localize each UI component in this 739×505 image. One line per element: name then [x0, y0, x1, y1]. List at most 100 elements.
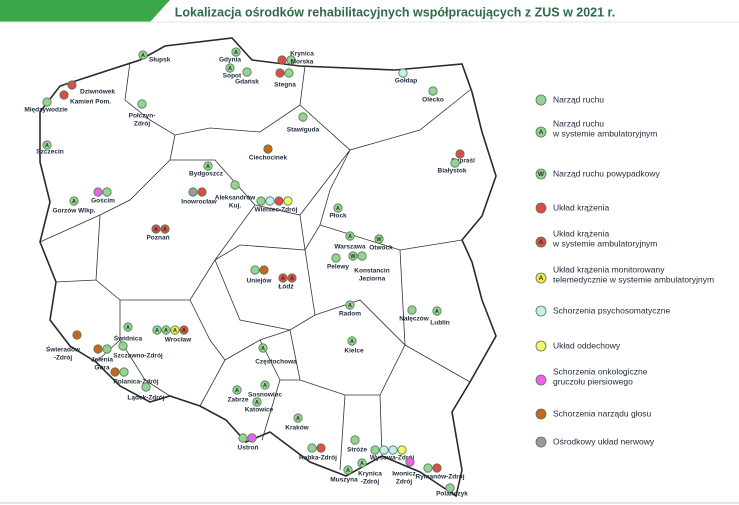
legend-label: w systemie ambulatoryjnym — [552, 128, 657, 138]
marker-letter: A — [360, 461, 364, 467]
legend-item: Schorzenia narządu głosu — [535, 408, 652, 420]
marker — [432, 463, 442, 473]
marker — [423, 463, 433, 473]
legend-label: Schorzenia psychosomatyczne — [553, 305, 670, 315]
marker — [388, 445, 398, 455]
center: Uniejów — [247, 265, 272, 285]
marker — [141, 382, 151, 392]
center: Połczyn-Zdrój — [129, 99, 155, 128]
marker — [238, 433, 248, 443]
marker — [225, 63, 235, 73]
center-label: Stróże — [347, 447, 367, 454]
center-label: Gościm — [91, 198, 115, 205]
center: A Częstochowa — [255, 343, 297, 366]
marker — [179, 325, 189, 335]
center: Lądek-Zdrój — [127, 382, 165, 402]
marker-letter: A — [348, 303, 352, 309]
marker — [252, 397, 262, 407]
center-label: Sopot — [223, 73, 242, 80]
center-label: Jelenia — [91, 357, 113, 364]
legend-item: Narząd ruchu — [535, 94, 604, 106]
marker — [535, 272, 547, 284]
marker — [397, 445, 407, 455]
marker-letter: W — [376, 237, 382, 243]
center-label: Płock — [329, 213, 347, 220]
marker-letter: A — [182, 328, 186, 334]
center-label: Szczawno-Zdrój — [113, 353, 163, 360]
center: Świeradów-Zdrój — [46, 330, 82, 362]
marker-letter: A — [539, 275, 544, 282]
center-label: Krynica — [358, 471, 382, 478]
marker — [123, 322, 133, 332]
center-label: Gorzów Wlkp. — [53, 208, 96, 215]
center-label: Nałęczów — [399, 316, 430, 323]
center-label: Góra — [94, 365, 110, 372]
marker-letter: A — [126, 325, 130, 331]
legend-label: Ośrodkowy układ nerwowy — [553, 436, 655, 446]
title: Lokalizacja ośrodków rehabilitacyjnych w… — [175, 5, 615, 19]
center: Polańczyk — [436, 483, 468, 498]
marker — [250, 265, 260, 275]
marker-letter: A — [206, 164, 210, 170]
center: Ustroń — [238, 433, 258, 452]
marker — [119, 367, 129, 377]
center: Białystok — [438, 158, 467, 175]
center-label: Rymanów-Zdrój — [415, 474, 464, 481]
marker — [277, 55, 287, 65]
marker-letter: A — [263, 383, 267, 389]
marker-letter: A — [281, 276, 285, 282]
marker — [260, 380, 270, 390]
marker-letter: W — [538, 171, 545, 178]
center-label: Polanica-Zdrój — [113, 379, 158, 386]
marker-letter: A — [261, 346, 265, 352]
legend-label: Schorzenia narządu głosu — [553, 408, 652, 418]
center: Wysowa-Zdrój — [370, 445, 414, 462]
marker-letter: A — [336, 206, 340, 212]
center-label: Wieniec-Zdrój — [255, 207, 298, 214]
marker — [265, 196, 275, 206]
center: Szczawno-Zdrój — [113, 341, 163, 360]
marker — [151, 224, 161, 234]
marker — [370, 445, 380, 455]
marker — [357, 251, 367, 261]
center-label: Muszyna — [330, 477, 358, 484]
marker — [230, 180, 240, 190]
marker — [348, 251, 358, 261]
center-label: Gdynia — [219, 57, 241, 64]
marker-letter: A — [255, 400, 259, 406]
center: A Kielce — [344, 336, 364, 355]
marker — [67, 80, 77, 90]
marker — [283, 196, 293, 206]
marker — [293, 413, 303, 423]
marker — [242, 67, 252, 77]
center: Stawiguda — [287, 112, 320, 134]
centers: ASłupskAGdyniaASopotGdańskKrynicaMorskaS… — [24, 47, 475, 498]
marker-letter: A — [164, 328, 168, 334]
center: A A Poznań — [146, 224, 170, 242]
center-label: Ciechocinek — [249, 155, 288, 162]
center-label: Słupsk — [149, 57, 171, 64]
legend-label: Schorzenia onkologiczne — [553, 366, 648, 376]
center-label: Gołdap — [395, 78, 417, 85]
marker — [137, 99, 147, 109]
marker — [535, 374, 547, 386]
marker — [152, 325, 162, 335]
center-label: Rabka-Zdrój — [299, 455, 337, 462]
center-label: Kraków — [285, 425, 309, 432]
marker — [197, 187, 207, 197]
center-label: Częstochowa — [255, 359, 297, 366]
marker — [118, 341, 128, 351]
center-label: Kamień Pom. — [70, 99, 111, 106]
marker — [188, 187, 198, 197]
legend-label: Układ oddechowy — [553, 340, 621, 350]
marker — [160, 224, 170, 234]
marker — [232, 385, 242, 395]
